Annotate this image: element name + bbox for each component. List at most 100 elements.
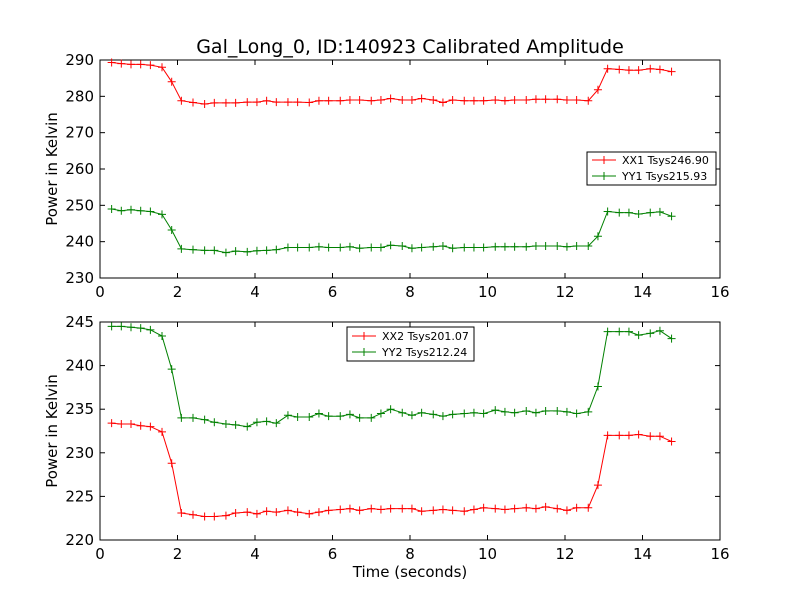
data-point-yy1 [189, 245, 197, 254]
data-point-yy1 [355, 244, 364, 253]
data-point-xx1 [584, 96, 593, 105]
bottom-x-tick-label: 2 [173, 545, 183, 563]
data-point-yy2 [376, 409, 385, 418]
data-point-yy1 [593, 232, 602, 241]
data-point-yy1 [243, 247, 252, 256]
data-point-xx2 [593, 481, 602, 490]
data-point-yy1 [107, 204, 116, 213]
data-point-yy2 [593, 382, 602, 391]
data-point-yy2 [667, 334, 676, 343]
data-point-yy1 [305, 243, 314, 252]
legend-label-yy2: YY2 Tsys212.24 [381, 346, 467, 359]
data-point-xx2 [460, 507, 469, 516]
top-x-tick-label: 16 [710, 283, 729, 301]
data-point-yy2 [221, 420, 230, 429]
data-point-yy2 [345, 410, 354, 419]
data-point-yy1 [417, 243, 426, 252]
top-series-layer [107, 58, 676, 257]
bottom-subplot: 0 2 4 6 8 10 12 14 16 220 225 230 235 240 245 Power in… [43, 313, 730, 581]
bottom-legend: XX2 Tsys201.07 YY2 Tsys212.24 [346, 326, 475, 362]
data-point-yy1 [572, 242, 581, 251]
data-point-yy1 [324, 243, 333, 252]
bottom-x-tick-label: 10 [478, 545, 497, 563]
data-point-yy2 [367, 413, 376, 422]
data-point-yy1 [117, 206, 126, 215]
data-point-xx2 [345, 504, 354, 513]
data-point-xx1 [367, 96, 376, 105]
data-point-yy1 [158, 210, 166, 219]
data-point-yy2 [107, 322, 116, 331]
data-point-xx1 [531, 95, 540, 104]
data-point-xx1 [429, 95, 438, 104]
data-point-yy2 [531, 408, 540, 417]
data-point-xx2 [386, 504, 395, 513]
data-point-xx1 [541, 95, 550, 104]
data-point-xx1 [345, 95, 354, 104]
data-point-yy2 [417, 408, 426, 417]
data-point-yy2 [189, 413, 197, 422]
top-x-tick-label: 4 [250, 283, 260, 301]
data-point-yy2 [167, 365, 176, 374]
data-point-xx1 [272, 98, 281, 107]
data-point-xx2 [376, 505, 385, 514]
data-point-xx2 [584, 503, 593, 512]
data-point-xx1 [252, 98, 261, 107]
legend-marker-yy2 [360, 348, 368, 356]
data-point-yy1 [522, 242, 531, 251]
data-point-xx1 [398, 95, 407, 104]
data-point-yy1 [491, 242, 500, 251]
top-x-tick-label: 12 [555, 283, 574, 301]
data-point-xx1 [293, 98, 302, 107]
data-point-yy2 [522, 406, 531, 415]
data-point-yy1 [283, 243, 292, 252]
data-point-xx1 [158, 63, 166, 72]
data-point-xx1 [189, 98, 197, 107]
data-point-xx1 [386, 94, 395, 103]
data-point-xx2 [500, 505, 509, 514]
legend-label-xx2: XX2 Tsys201.07 [382, 330, 469, 343]
data-point-yy1 [146, 207, 155, 216]
data-point-xx2 [541, 502, 550, 511]
data-point-yy1 [367, 243, 376, 252]
top-x-tick-label: 10 [478, 283, 497, 301]
top-y-tick-label: 250 [65, 196, 94, 214]
data-point-yy2 [231, 420, 240, 429]
bottom-x-tick-label: 6 [328, 545, 338, 563]
data-point-xx1 [615, 65, 624, 74]
data-point-yy1 [127, 205, 135, 214]
data-point-yy1 [177, 244, 186, 253]
data-point-yy1 [510, 242, 519, 251]
data-point-yy2 [603, 327, 612, 336]
data-point-yy2 [324, 412, 333, 421]
data-point-xx1 [593, 85, 602, 94]
data-point-yy2 [479, 409, 488, 418]
data-point-xx1 [491, 95, 500, 104]
bottom-y-tick-label: 235 [65, 400, 94, 418]
data-point-yy1 [469, 243, 478, 252]
chart-title: Gal_Long_0, ID:140923 Calibrated Amplitu… [196, 36, 624, 58]
bottom-y-tick-label: 225 [65, 487, 94, 505]
data-point-xx2 [107, 419, 116, 428]
data-point-xx1 [167, 77, 176, 86]
data-point-xx2 [272, 508, 281, 517]
data-point-xx2 [136, 421, 145, 430]
data-point-yy2 [572, 409, 581, 418]
data-point-xx2 [200, 512, 209, 521]
top-x-tick-label: 2 [173, 283, 183, 301]
data-point-xx2 [167, 459, 176, 468]
data-point-yy2 [146, 325, 155, 334]
data-point-xx1 [510, 95, 519, 104]
data-point-yy1 [386, 241, 395, 250]
top-y-tick-label: 290 [65, 51, 94, 69]
data-point-yy1 [448, 244, 457, 253]
data-point-xx2 [417, 507, 426, 516]
data-point-xx2 [355, 506, 364, 515]
top-x-tick-label: 14 [633, 283, 652, 301]
data-point-yy1 [252, 246, 261, 255]
data-point-xx1 [572, 95, 581, 104]
data-point-xx1 [355, 95, 364, 104]
data-point-yy2 [272, 419, 281, 428]
data-point-xx1 [553, 95, 562, 104]
data-point-yy2 [336, 412, 345, 421]
